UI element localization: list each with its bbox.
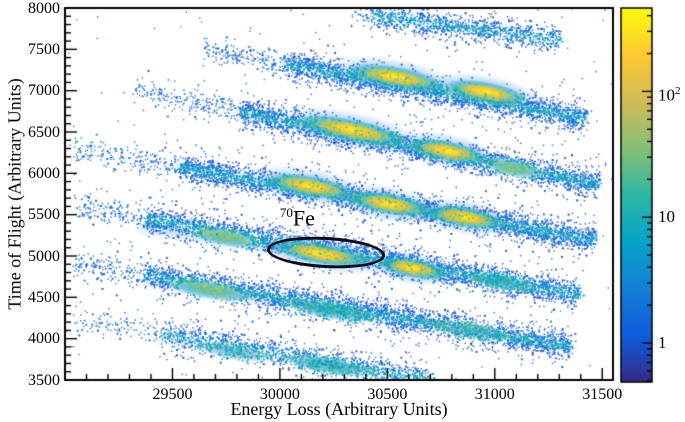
x-axis-title: Energy Loss (Arbitrary Units): [230, 399, 448, 419]
y-tick-label: 7000: [28, 82, 60, 100]
colorbar-tick-label: 102: [658, 85, 681, 106]
x-tick-label: 31500: [582, 386, 623, 403]
colorbar-tick-label: 1: [658, 333, 667, 353]
x-tick-label: 30500: [367, 386, 408, 403]
y-tick-label: 5000: [28, 247, 60, 265]
fe70-element-symbol: Fe: [292, 204, 315, 230]
y-tick-label: 4500: [28, 288, 60, 306]
x-tick-label: 31000: [474, 386, 515, 403]
fe70-annotation: 70Fe: [280, 205, 315, 231]
x-tick-label: 29500: [152, 386, 193, 403]
y-tick-label: 4000: [28, 330, 60, 348]
y-tick-label: 6500: [28, 123, 60, 141]
y-tick-label: 6000: [28, 164, 60, 182]
y-tick-label: 7500: [28, 40, 60, 58]
colorbar-exponent: 2: [675, 85, 681, 98]
y-tick-label: 3500: [28, 371, 60, 389]
fe70-mass-superscript: 70: [279, 204, 293, 220]
x-tick-label: 30000: [259, 386, 300, 403]
y-tick-label: 8000: [28, 0, 60, 17]
y-tick-label: 5500: [28, 206, 60, 224]
y-axis-title: Time of Flight (Arbitrary Units): [4, 78, 25, 310]
colorbar-tick-label: 10: [658, 207, 675, 227]
